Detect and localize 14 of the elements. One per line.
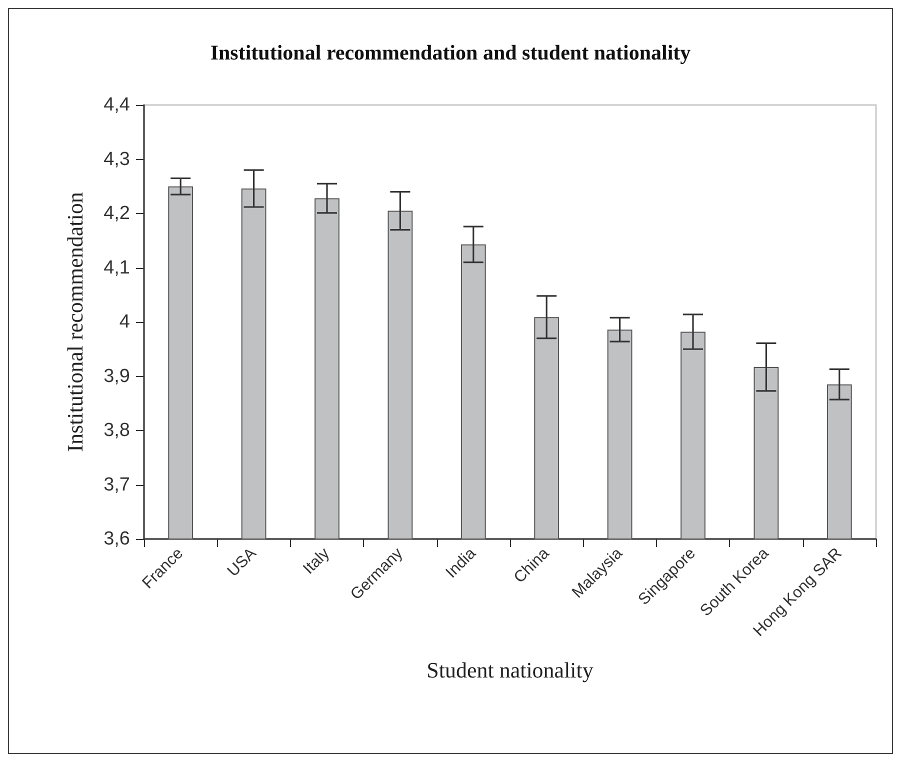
x-axis-title: Student nationality	[426, 658, 594, 682]
y-tick-label: 4,4	[104, 94, 130, 116]
y-tick-label: 3,8	[104, 420, 130, 441]
chart-title: Institutional recommendation and student nationality	[210, 40, 692, 64]
y-tick-label: 4,2	[104, 203, 130, 224]
y-tick-label: 4,3	[104, 148, 130, 170]
y-tick-label: 3,9	[104, 366, 130, 387]
y-axis-title: Institutional recommendation	[62, 192, 88, 452]
y-tick-label: 4	[119, 312, 130, 332]
x-tick-label: USA	[224, 544, 260, 580]
y-tick-label: 3,6	[104, 528, 130, 550]
y-tick-label: 3,7	[104, 474, 130, 496]
x-tick-label: Italy	[300, 544, 334, 578]
y-tick-label: 4,1	[104, 257, 130, 278]
